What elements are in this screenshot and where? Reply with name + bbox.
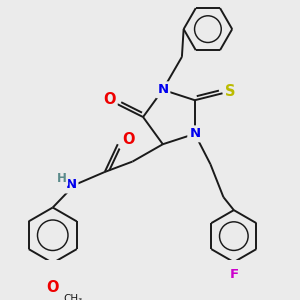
Text: N: N [189, 127, 200, 140]
Text: CH₃: CH₃ [63, 294, 83, 300]
Text: N: N [65, 178, 76, 191]
Text: S: S [225, 84, 236, 99]
Text: N: N [157, 83, 168, 96]
Text: O: O [122, 132, 134, 147]
Text: O: O [46, 280, 59, 295]
Text: H: H [56, 172, 66, 184]
Text: F: F [229, 268, 239, 281]
Text: O: O [103, 92, 116, 107]
